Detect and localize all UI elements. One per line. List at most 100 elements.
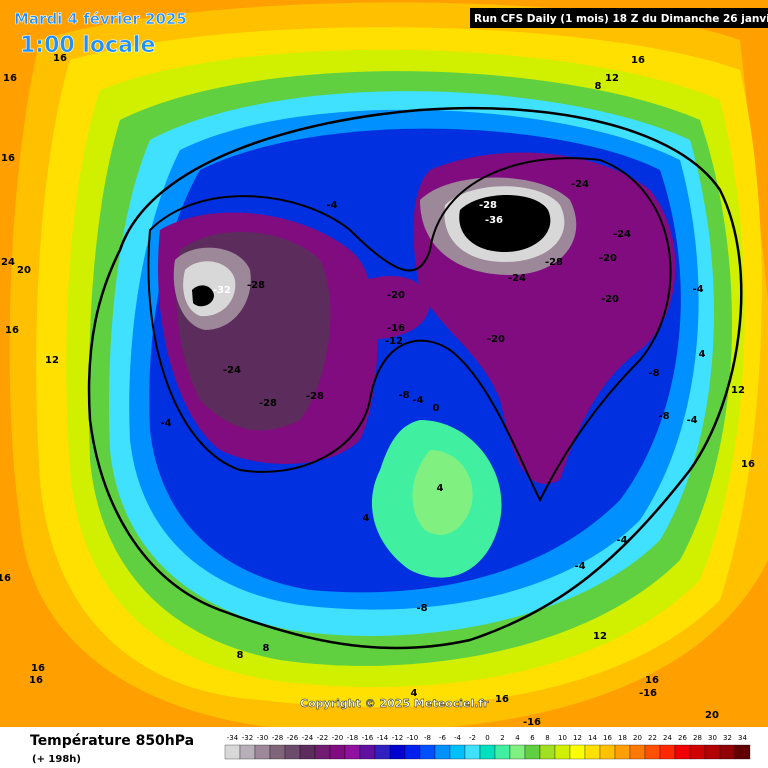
legend-label: 22: [648, 734, 657, 742]
run-info: Run CFS Daily (1 mois) 18 Z du Dimanche …: [474, 13, 768, 25]
contour-label: 4: [437, 483, 444, 494]
legend-swatch: [404, 744, 421, 760]
contour-label: -36: [485, 215, 503, 226]
contour-label: -28: [479, 200, 497, 211]
legend-swatch: [494, 744, 511, 760]
legend-swatch: [299, 744, 316, 760]
legend-swatch: [329, 744, 346, 760]
contour-label: -28: [545, 257, 563, 268]
forecast-date: Mardi 4 février 2025: [14, 10, 187, 28]
legend-label: 18: [618, 734, 627, 742]
legend-swatch: [539, 744, 556, 760]
contour-label: -8: [648, 368, 659, 379]
contour-label: 12: [45, 355, 59, 366]
legend-label: -12: [392, 734, 403, 742]
legend-label: -20: [332, 734, 343, 742]
legend-label: 16: [603, 734, 612, 742]
contour-label: 8: [237, 650, 244, 661]
legend-swatch: [314, 744, 331, 760]
contour-label: 0: [433, 403, 440, 414]
contour-label: -28: [247, 280, 265, 291]
field-name: Température 850hPa: [30, 733, 194, 749]
legend-swatch: [674, 744, 691, 760]
contour-label: -12: [385, 336, 403, 347]
legend-label: -34: [227, 734, 239, 742]
contour-label: -24: [571, 179, 589, 190]
legend-label: 14: [588, 734, 597, 742]
local-time: 1:00 locale: [20, 33, 155, 58]
contour-label: -8: [416, 603, 427, 614]
legend-swatch: [284, 744, 301, 760]
contour-label: -16: [387, 323, 405, 334]
contour-label: -20: [601, 294, 619, 305]
contour-label: 16: [5, 325, 19, 336]
legend-swatch: [239, 744, 256, 760]
contour-label: -8: [658, 411, 669, 422]
contour-label: -4: [326, 200, 337, 211]
legend-label: -6: [439, 734, 447, 742]
legend-swatch: [629, 744, 646, 760]
contour-label: 16: [31, 663, 45, 674]
legend-swatch: [569, 744, 586, 760]
contour-label: 12: [593, 631, 607, 642]
contour-label: 8: [595, 81, 602, 92]
legend-swatch: [509, 744, 526, 760]
legend-label: -32: [242, 734, 253, 742]
contour-label: 24: [1, 257, 15, 268]
legend-label: 26: [678, 734, 687, 742]
legend-label: -14: [377, 734, 389, 742]
contour-label: -4: [160, 418, 171, 429]
legend-swatch: [449, 744, 466, 760]
legend-swatch: [434, 744, 451, 760]
legend-label: -28: [272, 734, 283, 742]
legend-label: 30: [708, 734, 717, 742]
legend-label: 20: [633, 734, 642, 742]
contour-label: 16: [631, 55, 645, 66]
legend-swatch: [719, 744, 736, 760]
contour-label: -8: [398, 390, 409, 401]
legend-swatch: [254, 744, 271, 760]
legend-label: 6: [530, 734, 535, 742]
legend-label: -8: [424, 734, 431, 742]
color-legend: -34 -32 -30 -28 -26 -24 -22 -20 -18 -16 -14 -12 -10-…: [224, 734, 751, 760]
legend-label: -24: [302, 734, 314, 742]
contour-label: -16: [523, 717, 541, 728]
legend-swatch: [614, 744, 631, 760]
legend-label: 32: [723, 734, 732, 742]
contour-label: -4: [686, 415, 697, 426]
contour-label: 20: [705, 710, 719, 721]
legend-swatch: [734, 744, 751, 760]
legend-swatch: [389, 744, 406, 760]
legend-label: -2: [469, 734, 476, 742]
contour-label: 20: [17, 265, 31, 276]
legend-swatch: [599, 744, 616, 760]
legend-swatch: [479, 744, 496, 760]
contour-label: 16: [3, 73, 17, 84]
legend-swatch: [374, 744, 391, 760]
contour-label: -4: [574, 561, 585, 572]
legend-label: -26: [287, 734, 299, 742]
contour-label: 16: [29, 675, 43, 686]
lead-time: (+ 198h): [32, 754, 81, 765]
legend-label: -4: [454, 734, 462, 742]
legend-label: -16: [362, 734, 374, 742]
contour-label: -4: [692, 284, 703, 295]
legend-label: 34: [738, 734, 747, 742]
legend-swatch: [644, 744, 661, 760]
legend-swatch: [524, 744, 541, 760]
contour-label: 16: [53, 53, 67, 64]
contour-label: 4: [699, 349, 706, 360]
contour-label: 16: [495, 694, 509, 705]
contour-label: -24: [223, 365, 241, 376]
legend-label: 0: [485, 734, 489, 742]
legend-swatch: [419, 744, 436, 760]
contour-label: 16: [1, 153, 15, 164]
legend-label: 28: [693, 734, 702, 742]
copyright: Copyright © 2025 Meteociel.fr: [300, 697, 489, 710]
contour-label: -28: [306, 391, 324, 402]
contour-label: -20: [387, 290, 405, 301]
contour-label: -4: [616, 535, 627, 546]
legend-swatch: [584, 744, 601, 760]
